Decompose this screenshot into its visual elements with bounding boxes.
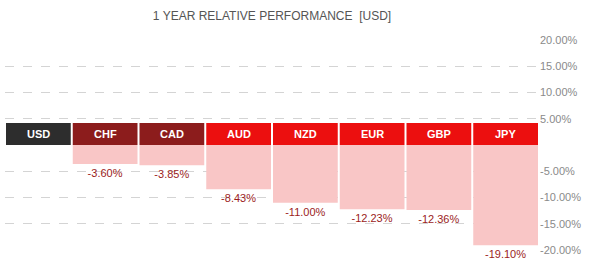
svg-text:USD: USD <box>27 128 50 140</box>
svg-text:-20.00%: -20.00% <box>540 244 581 256</box>
svg-text:-11.00%: -11.00% <box>285 206 325 218</box>
svg-text:1 YEAR RELATIVE PERFORMANCE [: 1 YEAR RELATIVE PERFORMANCE [USD] <box>153 9 391 23</box>
svg-text:-8.43%: -8.43% <box>221 192 256 204</box>
svg-text:-12.23%: -12.23% <box>352 212 393 224</box>
svg-text:-15.00%: -15.00% <box>540 218 581 230</box>
svg-text:JPY: JPY <box>495 128 516 140</box>
svg-text:20.00%: 20.00% <box>540 34 578 46</box>
svg-text:-12.36%: -12.36% <box>418 213 459 225</box>
svg-text:CHF: CHF <box>94 128 117 140</box>
svg-text:-5.00%: -5.00% <box>540 165 575 177</box>
svg-text:CAD: CAD <box>160 128 184 140</box>
svg-text:15.00%: 15.00% <box>540 60 578 72</box>
svg-text:AUD: AUD <box>227 128 251 140</box>
svg-text:-19.10%: -19.10% <box>485 248 526 260</box>
svg-text:5.00%: 5.00% <box>540 113 571 125</box>
svg-text:-10.00%: -10.00% <box>540 191 581 203</box>
svg-text:NZD: NZD <box>294 128 317 140</box>
svg-text:EUR: EUR <box>361 128 384 140</box>
svg-text:GBP: GBP <box>427 128 451 140</box>
svg-text:-3.60%: -3.60% <box>88 167 123 179</box>
svg-text:-3.85%: -3.85% <box>154 168 189 180</box>
svg-text:10.00%: 10.00% <box>540 86 578 98</box>
